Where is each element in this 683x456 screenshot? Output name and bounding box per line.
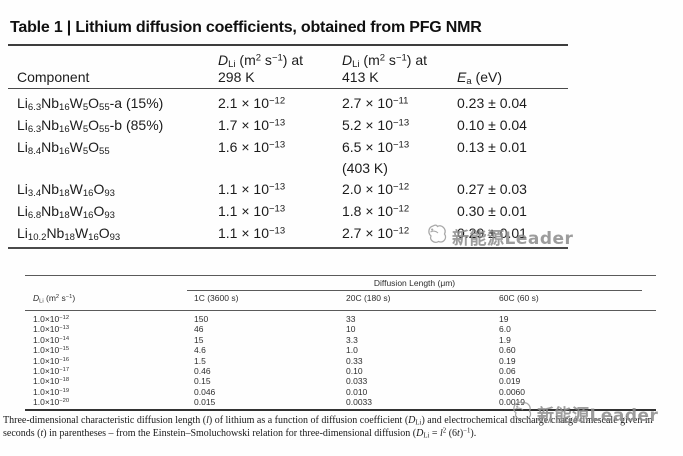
header-d413: DLi (m2 s−1) at 413 K: [338, 52, 453, 86]
d298-cell: 1.1 × 10−13: [218, 181, 286, 197]
len-20c-cell: 1.0: [346, 345, 358, 356]
table1-header-rule: [8, 88, 568, 89]
d413-cell: 5.2 × 10−13: [338, 114, 453, 136]
ea-cell: 0.23 ± 0.04: [457, 95, 527, 111]
d298-cell: 1.1 × 10−13: [218, 203, 286, 219]
len-1c-cell: 46: [194, 324, 204, 335]
table2-header-rule: [25, 310, 656, 311]
d298-cell: 1.7 × 10−13: [218, 117, 286, 133]
len-20c-cell: 0.10: [346, 365, 363, 376]
dli-cell: 1.0×10−13: [33, 324, 70, 335]
component-cell: Li6.3Nb16W5O55-b (85%): [17, 117, 164, 136]
d298-cell: 1.1 × 10−13: [218, 225, 286, 241]
len-1c-cell: 0.015: [194, 397, 216, 408]
len-1c-cell: 150: [194, 314, 209, 324]
table2-spanner-label: Diffusion Length (μm): [373, 278, 456, 288]
ea-cell: 0.29 ± 0.01: [457, 225, 527, 241]
d413-cell: 2.7 × 10−12: [338, 222, 453, 244]
table2-header-20c: 20C (180 s): [346, 293, 391, 303]
dli-cell: 1.0×10−16: [33, 355, 70, 366]
len-1c-cell: 1.5: [194, 355, 206, 366]
table1-header-row: Component DLi (m2 s−1) at 298 K DLi (m2 …: [8, 48, 568, 86]
d298-cell: 2.1 × 10−12: [218, 95, 286, 111]
len-60c-cell: 6.0: [499, 324, 511, 335]
d413-value: 5.2 × 10−13: [342, 117, 410, 133]
table2-bottom-rule: [25, 409, 656, 411]
component-cell: Li3.4Nb18W16O93: [17, 181, 115, 200]
dli-cell: 1.0×10−19: [33, 386, 70, 397]
dli-cell: 1.0×10−20: [33, 397, 70, 408]
header-ea: Ea (eV): [457, 69, 502, 88]
len-20c-cell: 0.010: [346, 386, 368, 397]
table1-title-rule: [8, 44, 568, 46]
d413-cell: 2.7 × 10−11: [338, 92, 453, 114]
d413-temperature-note: (403 K): [342, 160, 388, 176]
len-1c-cell: 4.6: [194, 345, 206, 356]
d298-cell: 1.6 × 10−13: [218, 139, 286, 155]
len-60c-cell: 19: [499, 314, 509, 324]
header-d298: DLi (m2 s−1) at 298 K: [214, 52, 338, 86]
d413-cell: 2.0 × 10−12: [338, 178, 453, 200]
ea-cell: 0.30 ± 0.01: [457, 203, 527, 219]
header-d413-line2: 413 K: [342, 69, 379, 85]
len-60c-cell: 0.60: [499, 345, 516, 356]
len-1c-cell: 0.15: [194, 376, 211, 387]
component-cell: Li6.3Nb16W5O55-a (15%): [17, 95, 164, 114]
table2-header-1c: 1C (3600 s): [194, 293, 239, 303]
len-20c-cell: 0.033: [346, 376, 368, 387]
ea-cell: 0.13 ± 0.01: [457, 139, 527, 155]
table2-top-rule: [25, 275, 656, 276]
d413-value: 1.8 × 10−12: [342, 203, 410, 219]
header-component: Component: [17, 69, 90, 85]
dli-cell: 1.0×10−17: [33, 365, 70, 376]
len-60c-cell: 1.9: [499, 334, 511, 345]
table2-header-dli: DLi (m2 s−1): [33, 293, 76, 305]
component-cell: Li8.4Nb16W5O55: [17, 139, 110, 158]
table1-body: Li6.3Nb16W5O55-a (15%) 2.1 × 10−12 2.7 ×…: [8, 92, 568, 244]
len-1c-cell: 15: [194, 334, 204, 345]
len-60c-cell: 0.06: [499, 365, 516, 376]
len-1c-cell: 0.046: [194, 386, 216, 397]
len-20c-cell: 33: [346, 314, 356, 324]
len-60c-cell: 0.19: [499, 355, 516, 366]
header-d413-line1: DLi (m2 s−1) at: [342, 52, 428, 71]
d413-cell: 6.5 × 10−13 (403 K): [338, 136, 453, 178]
table2-spanner-rule: [187, 290, 642, 291]
d413-value: 2.7 × 10−12: [342, 225, 410, 241]
len-60c-cell: 0.0019: [499, 397, 525, 408]
len-20c-cell: 3.3: [346, 334, 358, 345]
len-20c-cell: 0.33: [346, 355, 363, 366]
dli-cell: 1.0×10−12: [33, 314, 70, 324]
table-caption: Three-dimensional characteristic diffusi…: [3, 415, 653, 439]
d413-value: 2.7 × 10−11: [342, 95, 409, 111]
component-cell: Li6.8Nb18W16O93: [17, 203, 115, 222]
len-1c-cell: 0.46: [194, 365, 211, 376]
table2-body: 1.0×10−12 150 33 19 1.0×10−13 46 10 6.0 …: [25, 314, 656, 408]
table1-title: Table 1 | Lithium diffusion coefficients…: [10, 19, 482, 36]
len-60c-cell: 0.0060: [499, 386, 525, 397]
len-60c-cell: 0.019: [499, 376, 521, 387]
dli-cell: 1.0×10−15: [33, 345, 70, 356]
d413-value: 6.5 × 10−13: [342, 139, 410, 155]
dli-cell: 1.0×10−18: [33, 376, 70, 387]
ea-cell: 0.10 ± 0.04: [457, 117, 527, 133]
dli-cell: 1.0×10−14: [33, 334, 70, 345]
len-20c-cell: 10: [346, 324, 356, 335]
header-d298-line1: DLi (m2 s−1) at: [218, 52, 304, 71]
header-d298-line2: 298 K: [218, 69, 255, 85]
ea-cell: 0.27 ± 0.03: [457, 181, 527, 197]
len-20c-cell: 0.0033: [346, 397, 372, 408]
d413-cell: 1.8 × 10−12: [338, 200, 453, 222]
table1-bottom-rule: [8, 247, 568, 249]
component-cell: Li10.2Nb18W16O93: [17, 225, 121, 244]
d413-value: 2.0 × 10−12: [342, 181, 410, 197]
table2-header-60c: 60C (60 s): [499, 293, 539, 303]
